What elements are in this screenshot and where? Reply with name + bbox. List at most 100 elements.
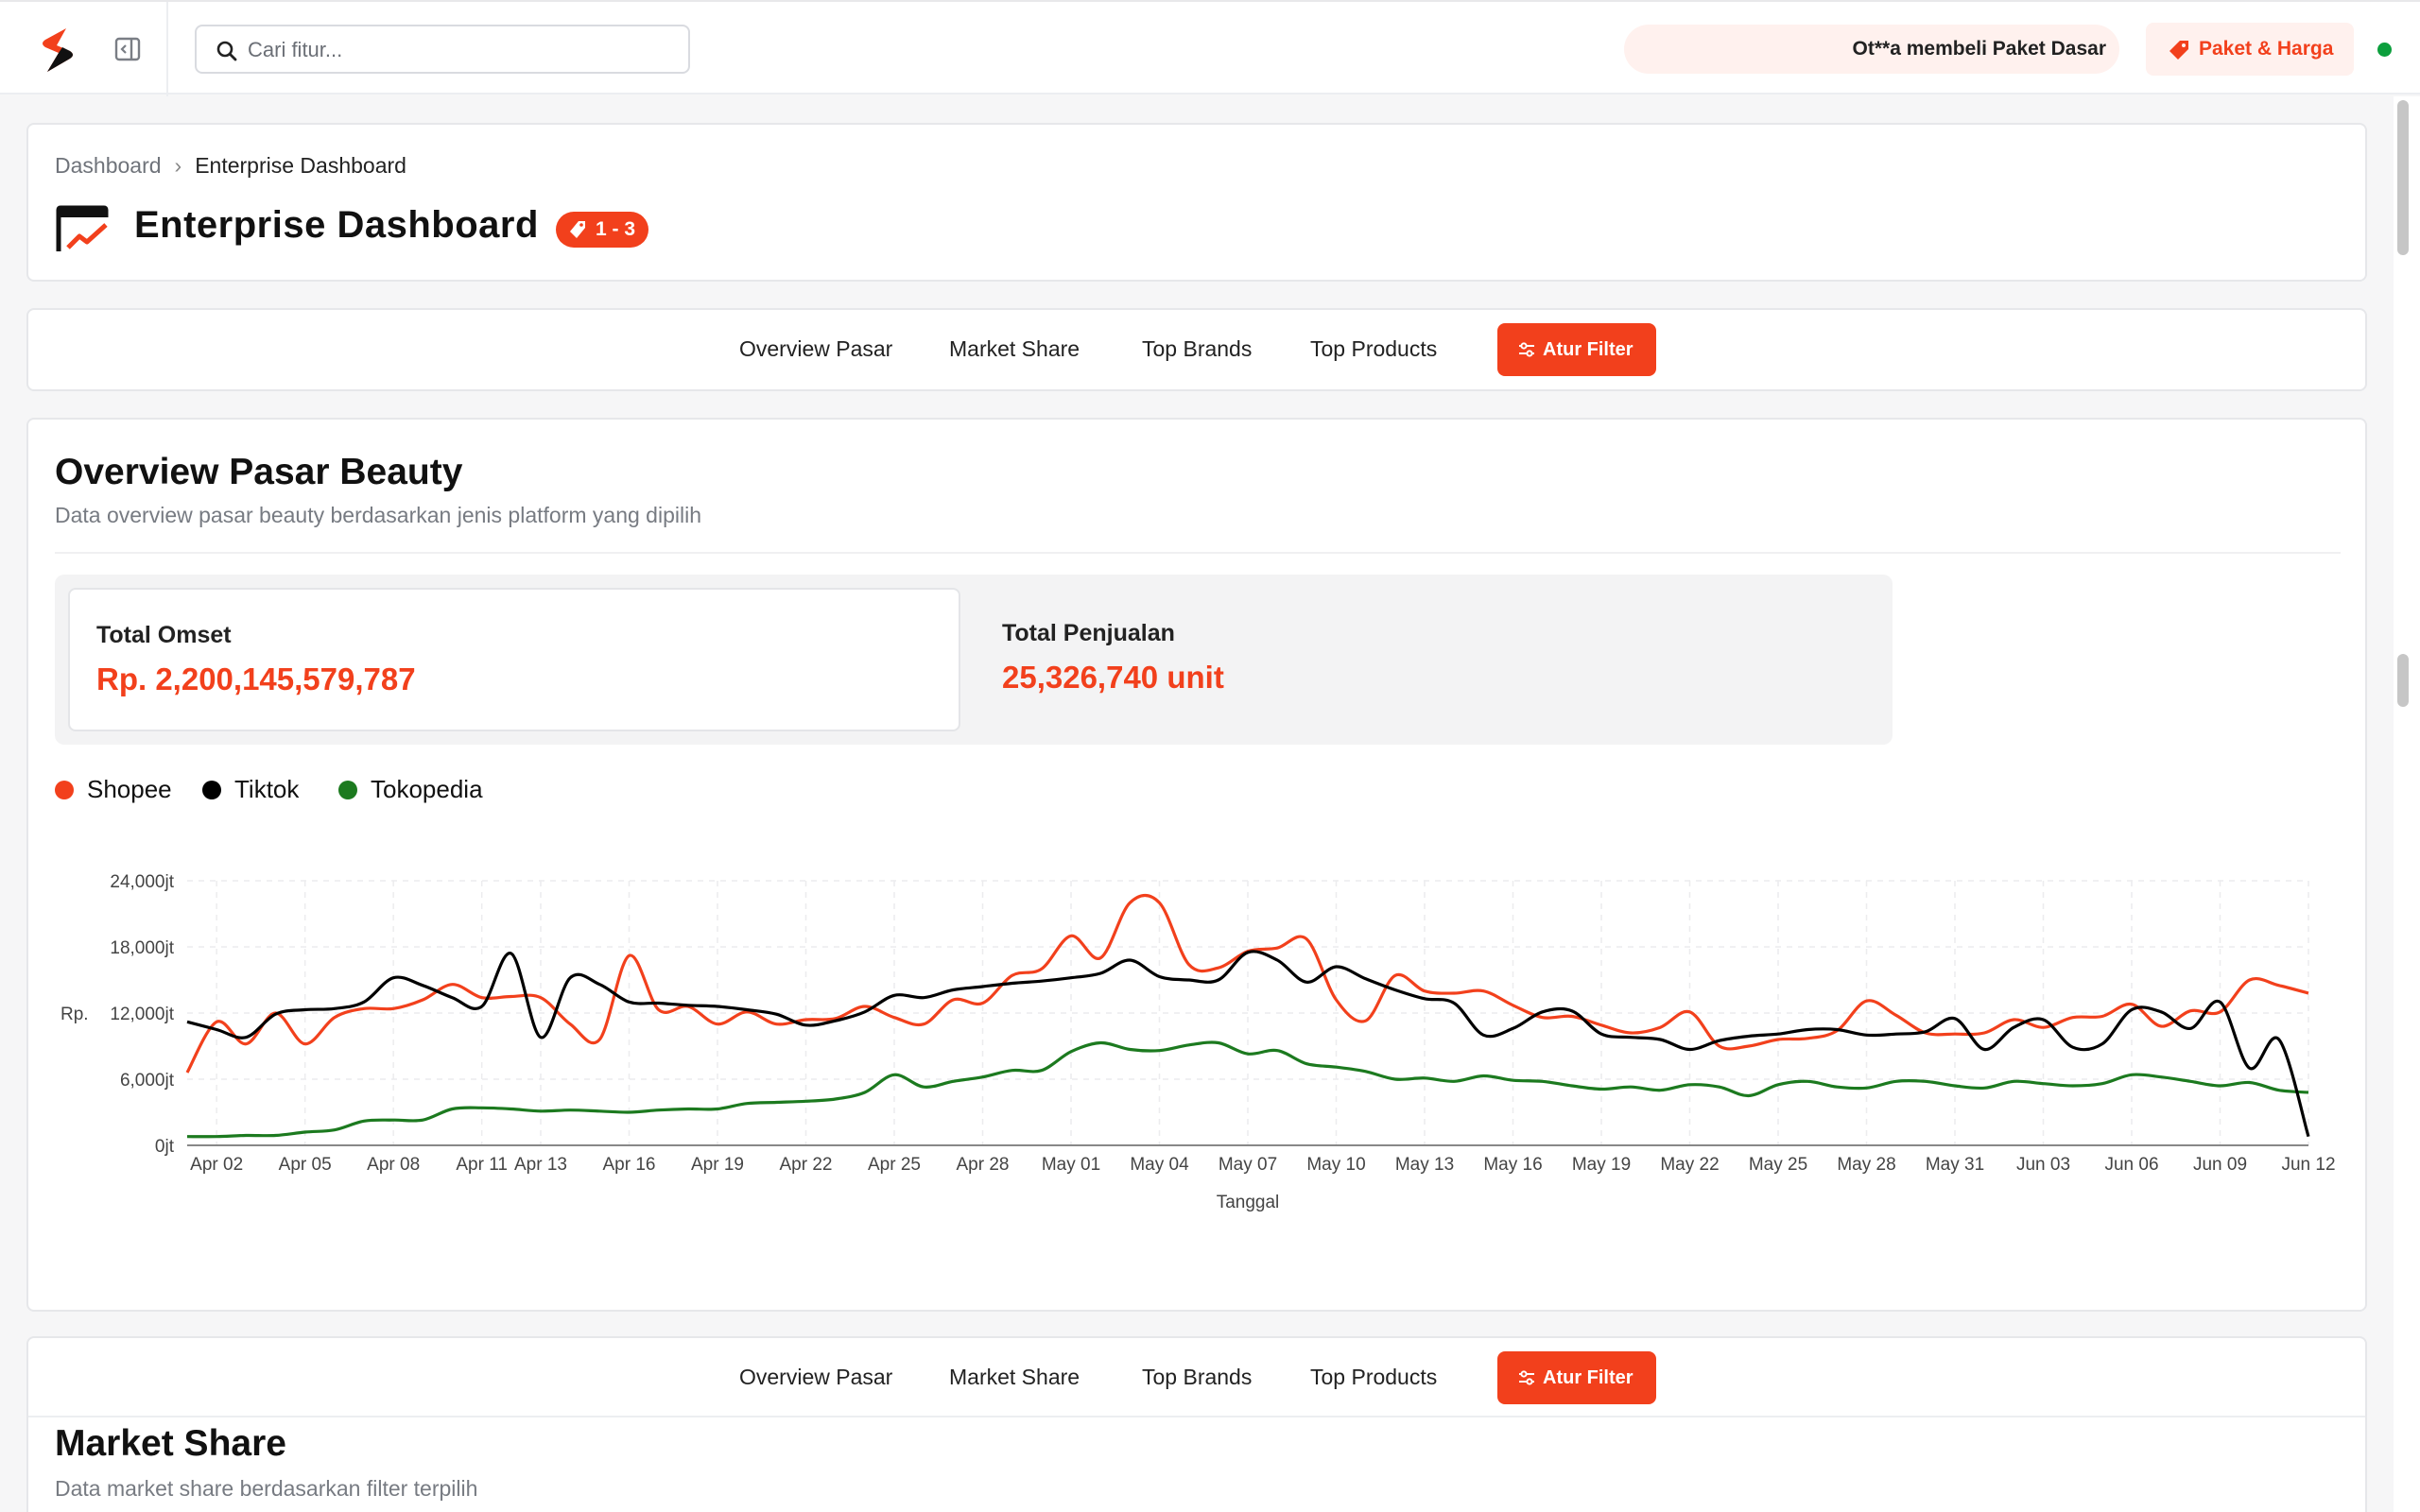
online-status-indicator (2377, 43, 2392, 57)
tier-badge: 1 - 3 (556, 212, 648, 248)
x-tick-label: Jun 03 (2016, 1155, 2070, 1175)
x-tick-label: May 10 (1306, 1155, 1365, 1175)
filter-button[interactable]: Atur Filter (1497, 1351, 1656, 1404)
x-tick-label: Jun 12 (2281, 1155, 2335, 1175)
section-subtitle: Data overview pasar beauty berdasarkan j… (55, 503, 701, 527)
page-header-card: Dashboard › Enterprise Dashboard Enterpris… (26, 123, 2367, 282)
section-nav-bar: Overview Pasar Market Share Top Brands T… (28, 1338, 2365, 1418)
app-logo-icon[interactable] (38, 26, 76, 74)
x-tick-label: Apr 11 (456, 1155, 508, 1175)
series-line-tiktok (186, 950, 2310, 1138)
x-tick-label: May 31 (1926, 1155, 1984, 1175)
tab-market-share[interactable]: Market Share (949, 1365, 1080, 1389)
divider (55, 552, 2341, 554)
breadcrumb-link-dashboard[interactable]: Dashboard (55, 153, 162, 178)
filter-button-label: Atur Filter (1543, 339, 1634, 360)
overview-section: Overview Pasar Beauty Data overview pasa… (26, 418, 2367, 1312)
x-tick-label: May 16 (1483, 1155, 1542, 1175)
x-tick-label: May 19 (1572, 1155, 1631, 1175)
page-scrollbar[interactable] (2394, 96, 2420, 1512)
y-axis-label: Rp. (60, 1005, 89, 1024)
stat-card-total-omset[interactable]: Total Omset Rp. 2,200,145,579,787 (68, 588, 960, 731)
x-tick-label: Apr 22 (780, 1155, 833, 1175)
stat-value: Rp. 2,200,145,579,787 (96, 662, 416, 696)
x-tick-label: Apr 13 (514, 1155, 567, 1175)
sliders-icon (1519, 342, 1534, 357)
filter-button-label: Atur Filter (1543, 1367, 1634, 1388)
x-tick-label: May 04 (1130, 1155, 1189, 1175)
stat-value: 25,326,740 unit (1002, 660, 1224, 695)
stat-label: Total Penjualan (1002, 620, 1175, 646)
top-bar: Ot**a membeli Paket Dasar Paket & Harga (0, 0, 2420, 96)
y-tick-label: 18,000jt (110, 938, 174, 958)
x-tick-label: Apr 16 (603, 1155, 656, 1175)
x-tick-label: May 13 (1395, 1155, 1454, 1175)
x-tick-label: May 28 (1837, 1155, 1895, 1175)
legend-dot (55, 781, 74, 799)
omset-line-chart: 0jt 6,000jt 12,000jt 18,000jt 24,000jt Apr 02… (60, 872, 2336, 1212)
legend-item-tokopedia[interactable]: Tokopedia (338, 775, 483, 804)
stat-label: Total Omset (96, 622, 232, 648)
x-tick-label: Jun 09 (2193, 1155, 2247, 1175)
y-tick-label: 12,000jt (110, 1005, 174, 1024)
section-nav-card: Overview Pasar Market Share Top Brands T… (26, 308, 2367, 391)
section-title: Overview Pasar Beauty (55, 452, 463, 492)
series-line-shopee (185, 893, 2309, 1074)
purchase-ticker: Ot**a membeli Paket Dasar (1624, 25, 2119, 74)
y-tick-label: 0jt (155, 1137, 175, 1157)
x-tick-label: Apr 19 (691, 1155, 744, 1175)
search-icon (216, 41, 237, 61)
section-title: Market Share (55, 1423, 286, 1464)
pricing-button[interactable]: Paket & Harga (2146, 23, 2354, 76)
tab-top-products[interactable]: Top Products (1310, 1365, 1438, 1389)
legend-item-tiktok[interactable]: Tiktok (202, 775, 299, 804)
breadcrumb-current: Enterprise Dashboard (195, 153, 406, 178)
tab-overview-pasar[interactable]: Overview Pasar (739, 1365, 893, 1389)
x-tick-label: May 25 (1749, 1155, 1807, 1175)
page-title: Enterprise Dashboard (134, 204, 539, 246)
sidebar-toggle-icon[interactable] (113, 36, 142, 62)
stat-card-total-penjualan[interactable]: Total Penjualan 25,326,740 unit (976, 588, 1868, 731)
pricing-label: Paket & Harga (2199, 38, 2334, 60)
legend-dot (338, 781, 357, 799)
scrollbar-thumb-secondary[interactable] (2397, 654, 2409, 707)
tab-top-products[interactable]: Top Products (1310, 336, 1438, 361)
filter-button[interactable]: Atur Filter (1497, 323, 1656, 376)
y-tick-label: 6,000jt (120, 1071, 175, 1091)
x-tick-label: May 07 (1219, 1155, 1277, 1175)
tag-icon (570, 221, 585, 238)
y-tick-label: 24,000jt (110, 872, 174, 892)
dashboard-chart-icon (56, 205, 109, 251)
x-tick-label: Jun 06 (2104, 1155, 2158, 1175)
series-line-tokopedia (186, 1040, 2309, 1139)
chevron-right-icon: › (174, 153, 182, 178)
x-axis-label: Tanggal (1217, 1193, 1280, 1212)
x-tick-label: Apr 28 (957, 1155, 1010, 1175)
topbar-divider (166, 2, 168, 96)
stats-toggle-group: Total Omset Rp. 2,200,145,579,787 Total … (55, 575, 1893, 745)
x-tick-label: May 01 (1042, 1155, 1100, 1175)
tag-icon (2169, 41, 2188, 60)
breadcrumb: Dashboard › Enterprise Dashboard (55, 153, 406, 179)
tab-top-brands[interactable]: Top Brands (1142, 336, 1253, 361)
x-tick-label: Apr 25 (868, 1155, 921, 1175)
tab-overview-pasar[interactable]: Overview Pasar (739, 336, 893, 361)
tab-top-brands[interactable]: Top Brands (1142, 1365, 1253, 1389)
section-subtitle: Data market share berdasarkan filter ter… (55, 1476, 478, 1501)
search-input[interactable] (248, 34, 664, 66)
search-box[interactable] (195, 25, 690, 74)
legend-item-shopee[interactable]: Shopee (55, 775, 172, 804)
scrollbar-thumb[interactable] (2397, 100, 2409, 255)
x-tick-label: May 22 (1660, 1155, 1719, 1175)
x-tick-label: Apr 08 (367, 1155, 420, 1175)
market-share-section: Overview Pasar Market Share Top Brands T… (26, 1336, 2367, 1512)
x-tick-label: Apr 05 (279, 1155, 332, 1175)
legend-dot (202, 781, 221, 799)
sliders-icon (1519, 1370, 1534, 1385)
legend-label: Shopee (87, 775, 172, 803)
x-tick-label: Apr 02 (190, 1155, 243, 1175)
tier-badge-label: 1 - 3 (596, 218, 636, 240)
tab-market-share[interactable]: Market Share (949, 336, 1080, 361)
legend-label: Tokopedia (371, 775, 483, 803)
legend-label: Tiktok (234, 775, 300, 803)
